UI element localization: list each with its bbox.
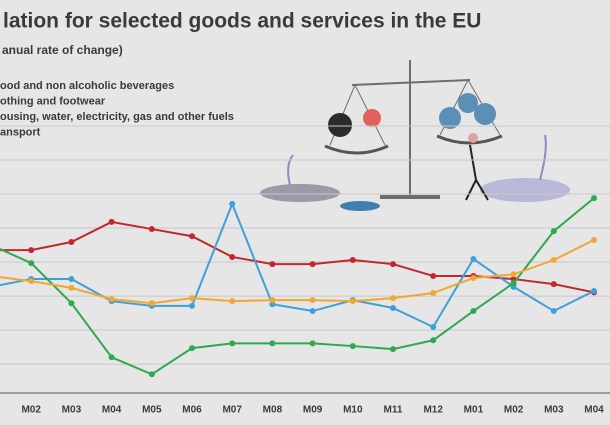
data-point: [28, 247, 35, 254]
data-point: [430, 324, 437, 331]
data-point: [591, 236, 597, 243]
data-point: [309, 261, 316, 268]
x-tick-label: M08: [263, 405, 283, 416]
data-point: [550, 281, 557, 288]
data-point: [229, 253, 236, 260]
grid: [0, 125, 610, 365]
x-tick-label: M02: [21, 405, 41, 416]
data-point: [229, 298, 236, 305]
data-point: [28, 260, 35, 267]
data-point: [309, 340, 316, 347]
data-point: [229, 200, 236, 207]
legend-label: othing and footwear: [0, 95, 106, 107]
illustration: [260, 60, 570, 211]
data-point: [550, 228, 557, 235]
data-point: [390, 261, 396, 268]
data-point: [68, 284, 75, 291]
data-point: [510, 280, 517, 287]
data-point: [390, 346, 396, 353]
data-point: [470, 255, 477, 262]
x-tick-label: M03: [62, 405, 82, 416]
data-point: [470, 275, 477, 282]
x-tick-label: M01: [464, 405, 484, 416]
legend-label: ood and non alcoholic beverages: [0, 80, 174, 92]
data-point: [309, 297, 316, 304]
x-tick-label: M11: [384, 405, 403, 416]
data-point: [349, 298, 356, 305]
x-axis-labels: M02 M03 M04 M05 M06 M07 M08 M09 M10 M11 M12 M01 M02 M…: [21, 405, 604, 416]
data-point: [108, 296, 115, 303]
data-point: [189, 345, 195, 352]
data-point: [148, 300, 155, 307]
data-point: [108, 354, 115, 361]
series-line: [0, 197, 595, 376]
data-point: [189, 233, 195, 240]
data-point: [470, 308, 477, 315]
data-point: [68, 300, 75, 307]
legend-label: ansport: [0, 126, 41, 138]
x-tick-label: M12: [423, 405, 443, 416]
series-line: [0, 220, 595, 294]
data-point: [390, 304, 396, 311]
data-point: [189, 302, 195, 309]
data-point: [269, 340, 276, 347]
data-point: [269, 261, 276, 268]
data-point: [148, 226, 155, 233]
x-tick-label: M06: [182, 405, 202, 416]
data-point: [430, 272, 437, 279]
chart-subtitle: anual rate of change): [2, 43, 123, 57]
data-point: [510, 271, 517, 278]
data-point: [68, 276, 75, 283]
x-tick-label: M04: [102, 405, 122, 416]
data-point: [309, 308, 316, 315]
data-point: [269, 297, 276, 304]
data-point: [591, 195, 597, 202]
data-point: [68, 238, 75, 245]
x-tick-label: M07: [222, 405, 242, 416]
data-point: [28, 278, 35, 285]
series-line: [0, 201, 595, 329]
data-point: [430, 290, 437, 297]
data-point: [189, 295, 195, 302]
data-point: [349, 257, 356, 264]
data-point: [550, 257, 557, 264]
x-tick-label: M02: [504, 405, 524, 416]
series-line: [0, 239, 595, 305]
legend-label: ousing, water, electricity, gas and othe…: [0, 111, 234, 123]
x-tick-label: M04: [584, 405, 604, 416]
data-point: [550, 308, 557, 315]
x-tick-label: M10: [343, 405, 363, 416]
data-point: [108, 218, 115, 225]
data-point: [430, 337, 437, 344]
data-point: [390, 295, 396, 302]
plot: [0, 195, 597, 378]
data-point: [229, 340, 236, 347]
data-point: [349, 343, 356, 350]
x-tick-label: M03: [544, 405, 564, 416]
chart-title: lation for selected goods and services i…: [3, 10, 481, 33]
data-point: [591, 287, 597, 294]
x-tick-label: M09: [303, 405, 323, 416]
legend: ood and non alcoholic beverages othing an…: [0, 80, 234, 139]
x-tick-label: M05: [142, 405, 162, 416]
data-point: [148, 371, 155, 378]
